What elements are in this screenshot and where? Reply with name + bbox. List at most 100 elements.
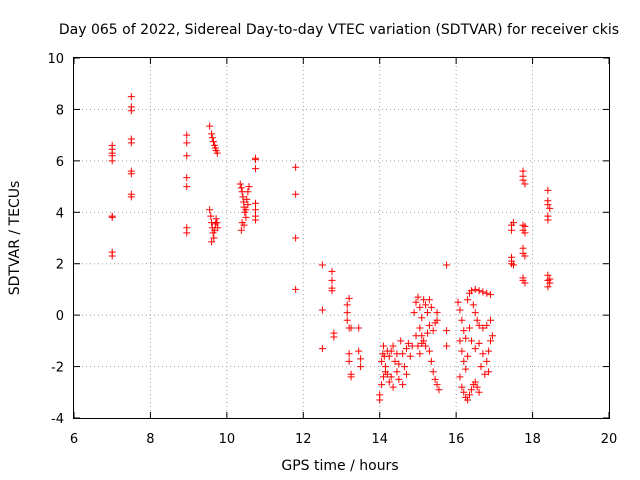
data-point [475,388,483,396]
data-point [127,139,135,147]
data-point [343,309,351,317]
data-point [466,324,474,332]
data-point [487,337,495,345]
data-point [487,291,495,299]
data-point [127,170,135,178]
data-point [458,316,466,324]
data-point [108,213,116,221]
x-tick-label: 12 [295,432,312,447]
data-point [345,357,353,365]
data-point [483,289,491,297]
data-point [242,213,250,221]
data-point [508,226,516,234]
data-point [208,238,216,246]
data-point [328,267,336,275]
data-point [401,363,409,371]
x-tick-label: 8 [146,432,154,447]
y-tick-label: 0 [56,309,64,324]
data-point [208,134,216,142]
data-point [423,309,431,317]
data-point [207,212,215,220]
x-tick-label: 14 [371,432,388,447]
data-point [429,327,437,335]
data-point [481,370,489,378]
data-point [464,352,472,360]
data-point [357,355,365,363]
y-tick-label: 10 [47,52,64,67]
x-tick-label: 10 [219,432,236,447]
data-point [433,381,441,389]
data-point [355,324,363,332]
data-point [380,342,388,350]
data-point [462,365,470,373]
data-point [208,130,216,138]
data-point [183,183,191,191]
data-point [521,279,529,287]
data-point [460,357,468,365]
data-point [378,357,386,365]
data-point [410,309,418,317]
data-point [108,157,116,165]
data-point [412,332,420,340]
data-point [477,363,485,371]
data-point [479,350,487,358]
grid-lines [74,58,609,418]
x-axis-label: GPS time / hours [281,458,398,474]
data-point [418,314,426,322]
data-point [343,316,351,324]
data-point [127,93,135,101]
data-point [397,337,405,345]
data-point [475,321,483,329]
y-tick-label: 2 [56,258,64,273]
data-point [391,357,399,365]
data-point [487,316,495,324]
data-point [544,283,552,291]
data-point [183,139,191,147]
data-point [479,324,487,332]
data-point [183,229,191,237]
data-point [488,332,496,340]
data-point [183,131,191,139]
data-point [345,294,353,302]
data-point [393,350,401,358]
axis-ticks: 6 8 10 12 14 16 18 20 -4 -2 0 2 4 6 8 10 [47,52,617,447]
data-point [462,334,470,342]
data-point [292,234,300,242]
data-point [380,373,388,381]
data-point [454,298,462,306]
data-point [381,368,389,376]
data-point [423,329,431,337]
data-point [544,216,552,224]
data-point [108,252,116,260]
x-tick-label: 16 [448,432,465,447]
data-point [213,219,221,227]
data-points [108,93,554,404]
data-point [206,206,214,214]
data-point [242,206,250,214]
y-tick-label: 6 [56,155,64,170]
data-point [389,342,397,350]
data-point [330,333,338,341]
data-point [475,287,483,295]
data-point [292,285,300,293]
data-point [418,339,426,347]
data-point [318,345,326,353]
data-point [433,316,441,324]
data-point [456,306,464,314]
data-point [425,296,433,304]
data-point [393,368,401,376]
data-point [206,122,214,130]
data-point [546,279,554,287]
data-point [483,357,491,365]
data-point [431,375,439,383]
data-point [467,287,475,295]
data-point [209,138,217,146]
y-axis-label: SDTVAR / TECUs [7,181,23,296]
data-point [544,186,552,194]
data-point [521,222,529,230]
data-point [210,234,218,242]
data-point [435,386,443,394]
data-point [429,368,437,376]
data-point [509,219,517,227]
data-point [460,388,468,396]
